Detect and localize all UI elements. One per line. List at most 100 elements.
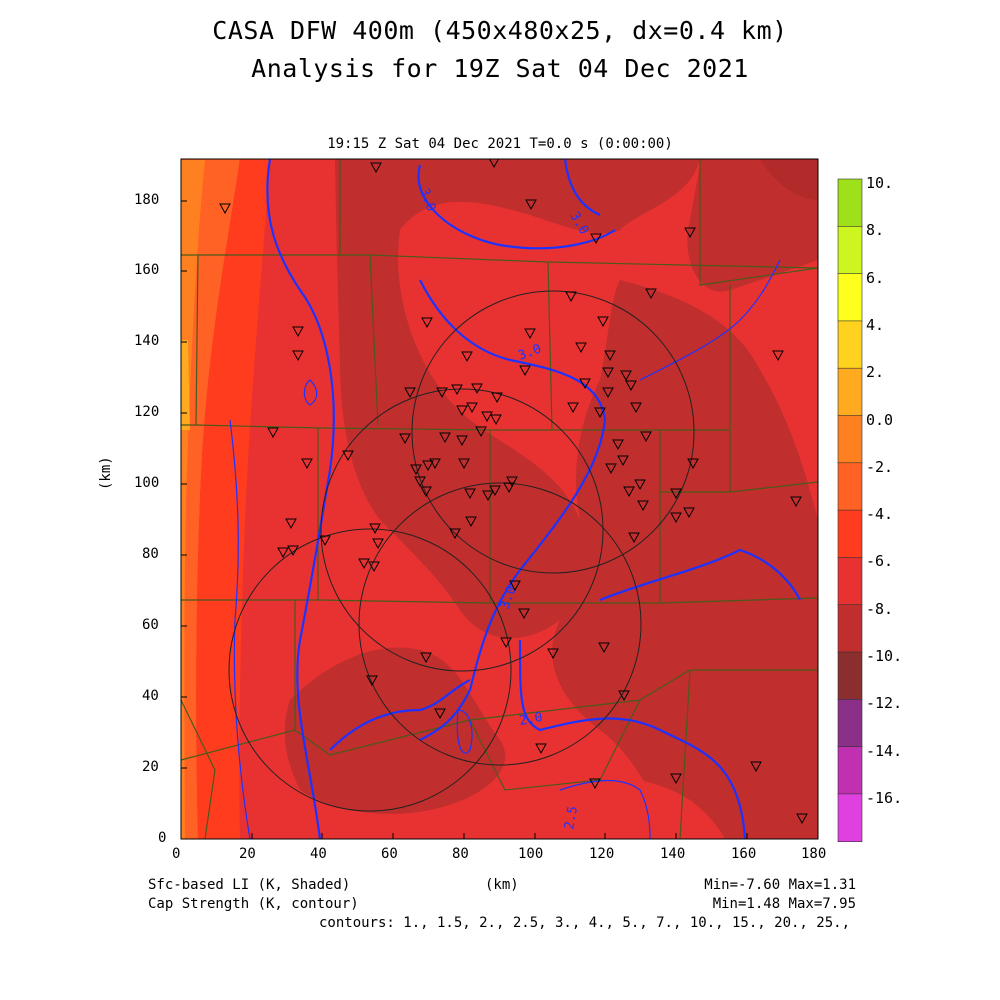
- x-axis-label: (km): [485, 877, 519, 893]
- station-marker: [618, 690, 630, 702]
- y-tick-label: 140: [134, 333, 160, 349]
- station-marker: [670, 488, 682, 500]
- station-marker: [436, 387, 448, 399]
- colorbar-swatch: [837, 698, 863, 748]
- station-marker: [750, 761, 762, 773]
- colorbar-swatch: [837, 320, 863, 369]
- colorbar-swatch: [837, 367, 863, 417]
- station-marker: [420, 652, 432, 664]
- footer-li-minmax: Min=-7.60 Max=1.31: [704, 877, 856, 893]
- station-marker: [602, 387, 614, 399]
- station-marker: [368, 561, 380, 573]
- x-tick-label: 100: [518, 846, 544, 862]
- station-marker: [796, 813, 808, 825]
- figure-title-line2: Analysis for 19Z Sat 04 Dec 2021: [251, 54, 749, 83]
- y-tick-label: 80: [142, 546, 159, 562]
- station-marker: [567, 402, 579, 414]
- station-marker: [565, 291, 577, 303]
- station-marker: [372, 538, 384, 550]
- station-marker: [482, 490, 494, 502]
- station-marker: [506, 476, 518, 488]
- colorbar-swatch: [837, 746, 863, 795]
- colorbar-swatch: [837, 273, 863, 322]
- colorbar-swatch: [837, 793, 863, 843]
- station-marker: [598, 642, 610, 654]
- y-tick-label: 20: [142, 759, 159, 775]
- station-marker: [342, 450, 354, 462]
- station-marker: [491, 392, 503, 404]
- station-markers: [219, 159, 808, 825]
- station-marker: [481, 411, 493, 423]
- x-tick-label: 180: [801, 846, 827, 862]
- county-boundaries: [181, 159, 818, 839]
- y-tick-label: 180: [134, 192, 160, 208]
- station-marker: [772, 350, 784, 362]
- colorbar-swatch: [837, 462, 863, 511]
- station-marker: [449, 528, 461, 540]
- station-marker: [519, 365, 531, 377]
- station-marker: [488, 159, 500, 169]
- y-tick-label: 100: [134, 475, 160, 491]
- station-marker: [285, 518, 297, 530]
- station-marker: [790, 496, 802, 508]
- colorbar-swatch: [837, 415, 863, 464]
- colorbar-swatch: [837, 178, 863, 228]
- station-marker: [602, 367, 614, 379]
- x-tick-label: 40: [310, 846, 327, 862]
- station-marker: [575, 342, 587, 354]
- station-marker: [630, 402, 642, 414]
- station-marker: [535, 743, 547, 755]
- station-marker: [301, 458, 313, 470]
- colorbar-label: -2.: [866, 457, 894, 476]
- footer-cap-minmax: Min=1.48 Max=7.95: [712, 896, 856, 912]
- station-marker: [612, 439, 624, 451]
- x-tick-label: 80: [452, 846, 469, 862]
- station-marker: [605, 463, 617, 475]
- station-marker: [645, 288, 657, 300]
- station-marker: [466, 402, 478, 414]
- station-marker: [634, 479, 646, 491]
- station-marker: [684, 227, 696, 239]
- station-marker: [547, 648, 559, 660]
- colorbar-swatch: [837, 509, 863, 559]
- station-marker: [525, 199, 537, 211]
- y-tick-label: 160: [134, 262, 160, 278]
- station-marker: [683, 507, 695, 519]
- station-marker: [579, 378, 591, 390]
- station-marker: [292, 350, 304, 362]
- colorbar-swatch: [837, 557, 863, 606]
- x-tick-label: 160: [731, 846, 757, 862]
- colorbar-label: -16.: [866, 788, 903, 807]
- station-marker: [369, 523, 381, 535]
- station-marker: [404, 387, 416, 399]
- station-marker: [461, 351, 473, 363]
- footer-contour-levels: contours: 1., 1.5, 2., 2.5, 3., 4., 5., …: [318, 915, 850, 931]
- station-marker: [687, 458, 699, 470]
- contour-label: 2.5: [562, 805, 581, 831]
- colorbar-label: 8.: [866, 221, 885, 240]
- colorbar-label: 6.: [866, 268, 885, 287]
- station-marker: [589, 778, 601, 790]
- station-marker: [597, 316, 609, 328]
- station-marker: [358, 558, 370, 570]
- y-tick-label: 40: [142, 688, 159, 704]
- station-marker: [509, 580, 521, 592]
- station-marker: [287, 545, 299, 557]
- station-marker: [399, 433, 411, 445]
- station-marker: [464, 488, 476, 500]
- station-marker: [456, 435, 468, 447]
- station-marker: [420, 486, 432, 498]
- station-marker: [421, 317, 433, 329]
- station-marker: [623, 486, 635, 498]
- x-tick-label: 0: [172, 846, 181, 862]
- station-marker: [458, 458, 470, 470]
- colorbar-label: -14.: [866, 741, 903, 760]
- station-marker: [292, 326, 304, 338]
- station-marker: [434, 708, 446, 720]
- y-tick-label: 0: [158, 830, 167, 846]
- colorbar-label: -10.: [866, 647, 903, 665]
- station-marker: [617, 455, 629, 467]
- colorbar-swatch: [837, 604, 863, 653]
- station-marker: [594, 407, 606, 419]
- colorbar-swatch: [837, 226, 863, 275]
